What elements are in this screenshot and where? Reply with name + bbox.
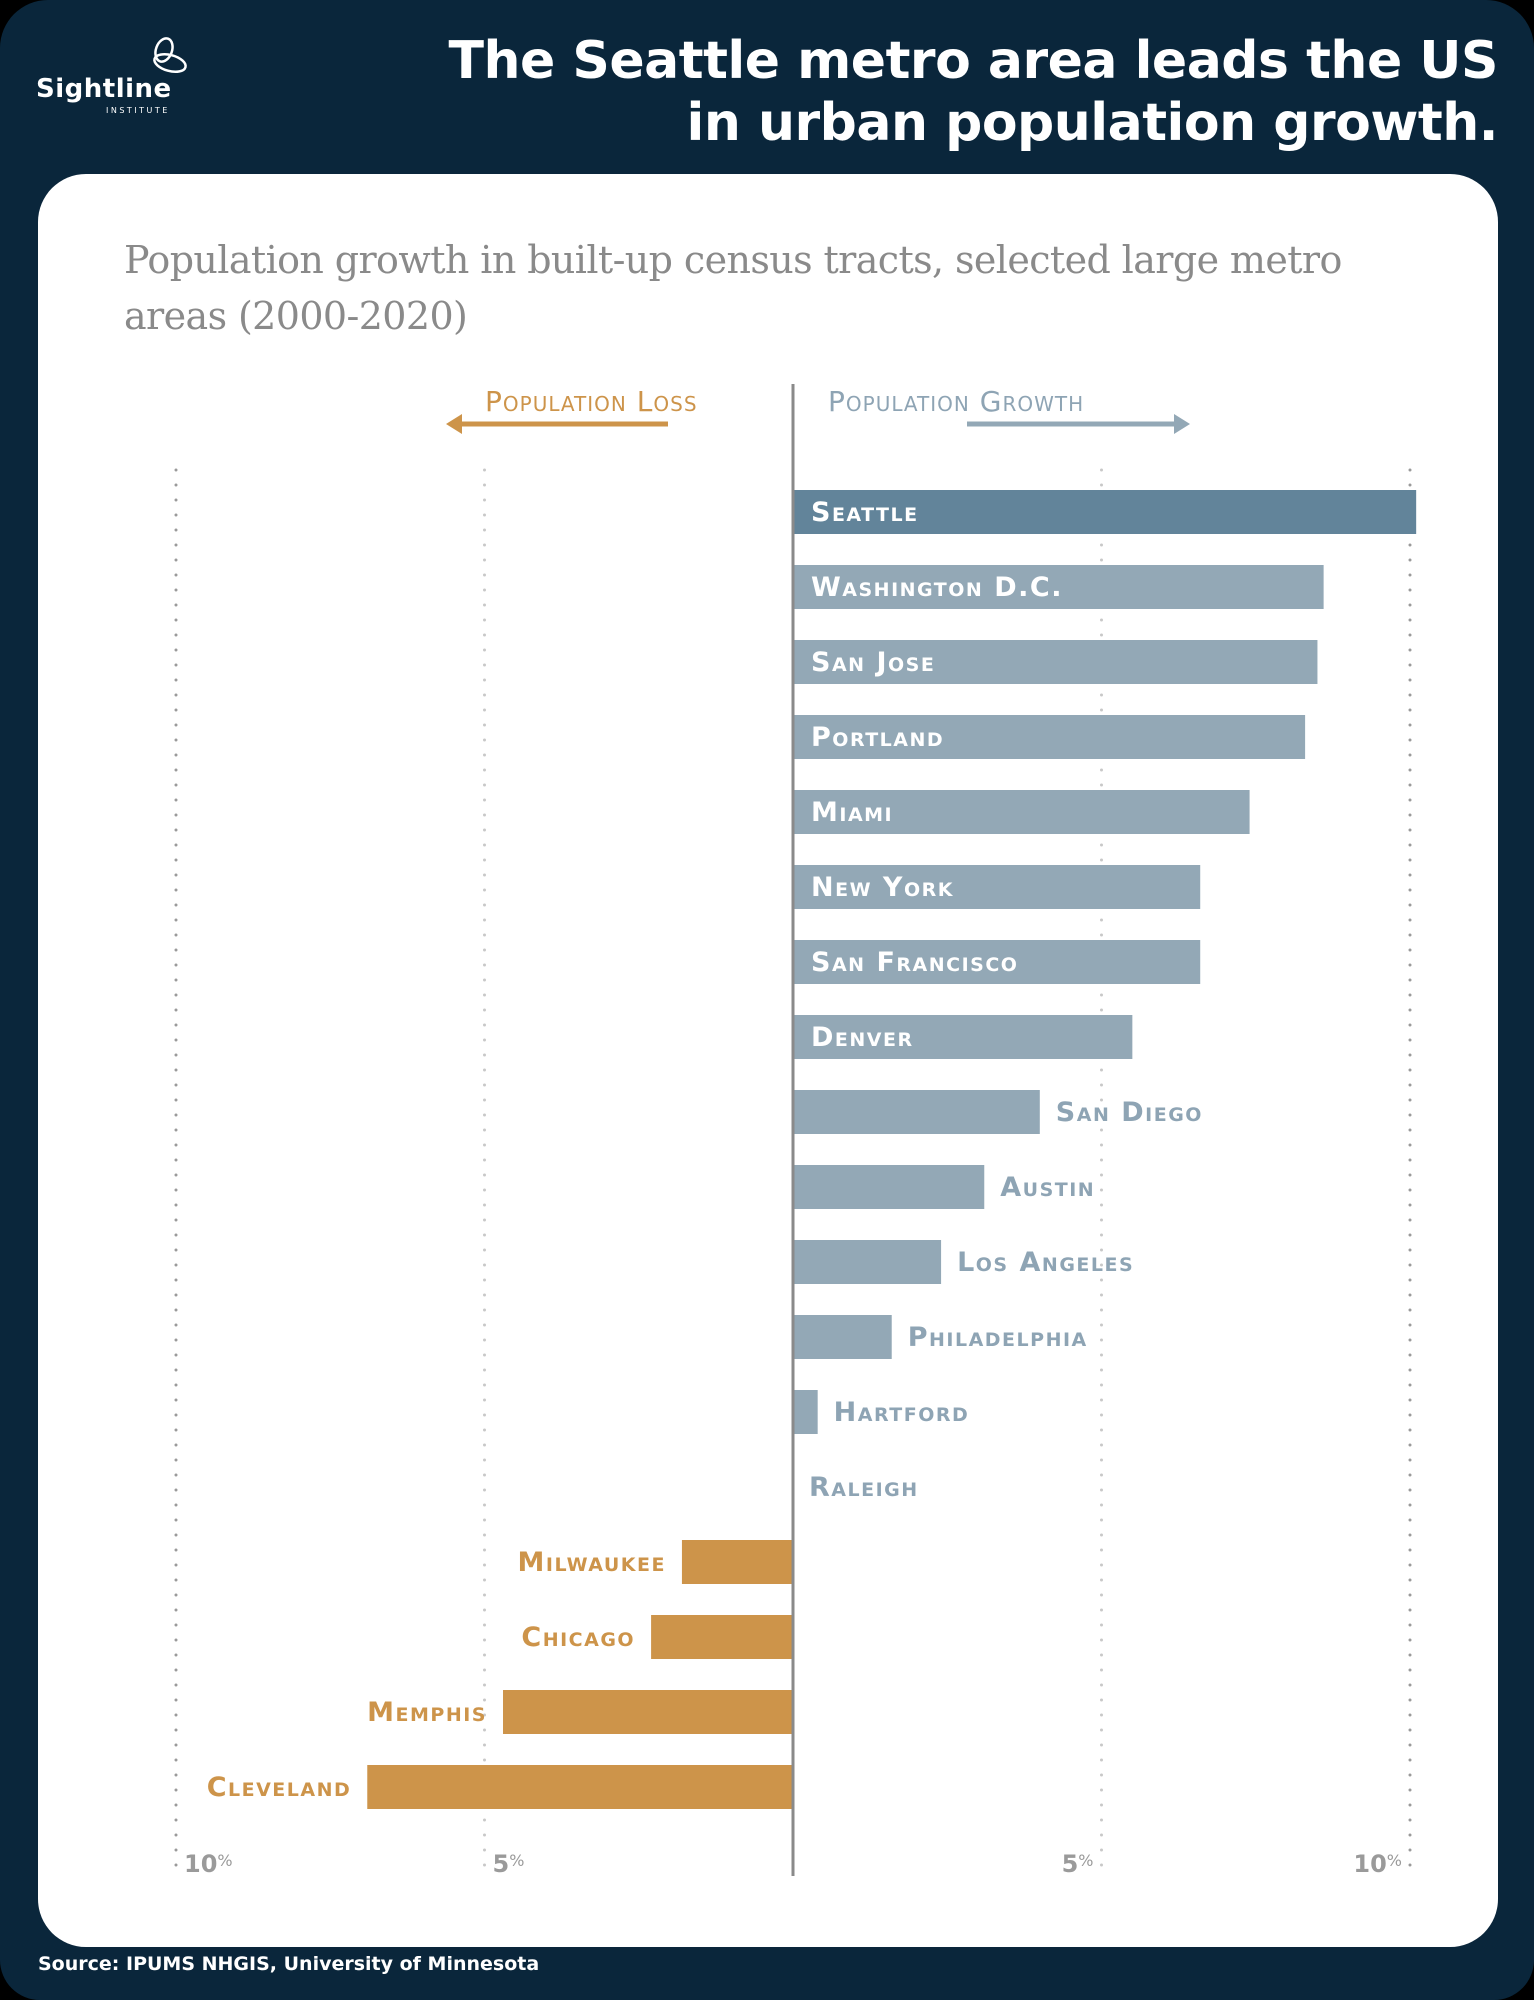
logo-subtitle: INSTITUTE (106, 106, 170, 115)
bar-denver (793, 1015, 1133, 1059)
tick-label-0: 10% (184, 1850, 233, 1878)
bar-chicago (651, 1615, 793, 1659)
logo-name: Sightline (36, 74, 172, 104)
bar-label-memphis: Memphis (367, 1697, 487, 1728)
bar-label-new-york: New York (811, 872, 954, 903)
bar-cleveland (367, 1765, 793, 1809)
bar-philadelphia (793, 1315, 892, 1359)
headline: The Seattle metro area leads the US in u… (398, 30, 1499, 154)
bar-label-san-francisco: San Francisco (811, 947, 1018, 978)
sightline-logo: Sightline INSTITUTE (36, 36, 196, 116)
bar-milwaukee (681, 1540, 793, 1584)
bar-label-denver: Denver (811, 1022, 914, 1053)
bar-label-los-angeles: Los Angeles (957, 1247, 1134, 1278)
headline-line-1: The Seattle metro area leads the US (448, 31, 1499, 91)
bar-new-york (793, 865, 1201, 909)
bar-label-austin: Austin (1000, 1172, 1095, 1203)
bar-memphis (503, 1690, 793, 1734)
bar-label-philadelphia: Philadelphia (908, 1322, 1088, 1353)
tick-labels: 10% 5% 5% 10% (184, 1850, 1402, 1878)
bar-san-francisco (793, 940, 1201, 984)
source-note: Source: IPUMS NHGIS, University of Minne… (38, 1953, 540, 1975)
bar-hartford (793, 1390, 818, 1434)
bar-miami (793, 790, 1250, 834)
bar-los-angeles (793, 1240, 942, 1284)
growth-arrow-head (1174, 414, 1190, 434)
bar-san-diego (793, 1090, 1040, 1134)
bar-san-jose (793, 640, 1318, 684)
bar-label-cleveland: Cleveland (207, 1772, 352, 1803)
bar-portland (793, 715, 1306, 759)
bar-austin (793, 1165, 985, 1209)
bar-seattle (793, 490, 1417, 534)
bar-labels: Seattle Washington D.C. San Jose Portland Mi… (207, 497, 1203, 1803)
bar-label-portland: Portland (811, 722, 944, 753)
bar-label-washington-d-c: Washington D.C. (811, 572, 1063, 603)
bar-label-milwaukee: Milwaukee (518, 1547, 666, 1578)
bar-label-san-diego: San Diego (1056, 1097, 1203, 1128)
tick-label-1: 5% (493, 1850, 525, 1878)
legend-arrows (446, 414, 1190, 434)
chart-title: Population growth in built-up census tra… (124, 238, 1342, 338)
bar-label-seattle: Seattle (811, 497, 919, 528)
legend-growth-label: Population Growth (828, 385, 1085, 418)
bar-label-hartford: Hartford (834, 1397, 970, 1428)
bar-washington-d-c (793, 565, 1324, 609)
sightline-logo-icon (153, 37, 187, 74)
bar-label-raleigh: Raleigh (809, 1472, 919, 1503)
tick-label-3: 10% (1353, 1850, 1402, 1878)
tick-label-2: 5% (1062, 1850, 1094, 1878)
loss-arrow-head (446, 414, 462, 434)
legend-loss-label: Population Loss (485, 385, 698, 418)
bars (367, 490, 1417, 1809)
bar-label-miami: Miami (811, 797, 893, 828)
headline-line-2: in urban population growth. (686, 93, 1499, 153)
bar-label-san-jose: San Jose (811, 647, 935, 678)
bar-label-chicago: Chicago (521, 1622, 635, 1653)
